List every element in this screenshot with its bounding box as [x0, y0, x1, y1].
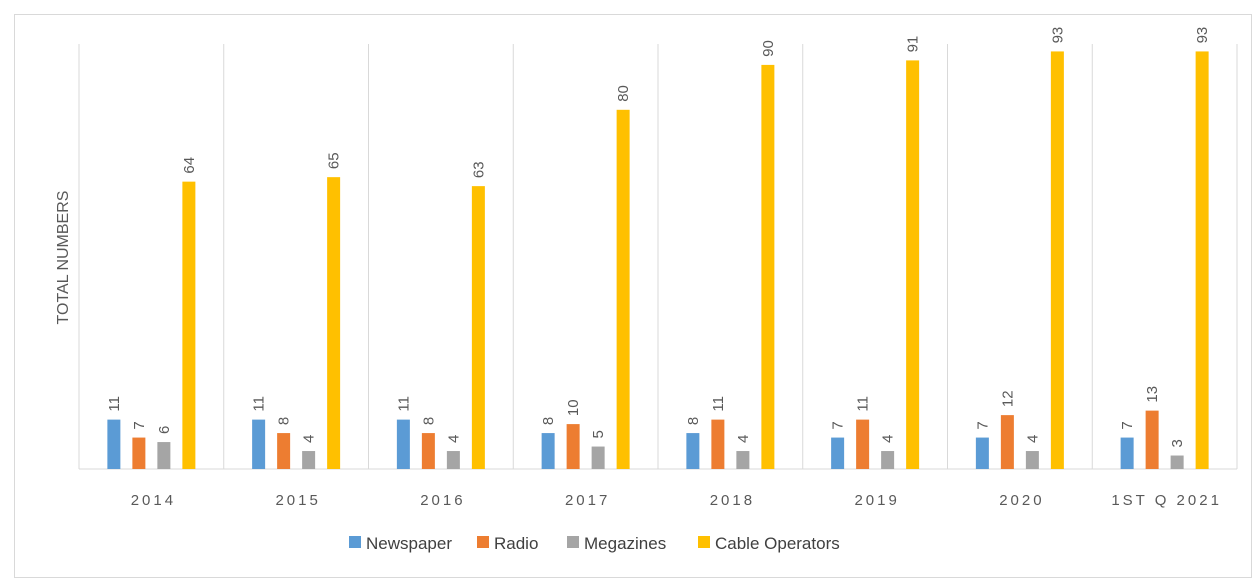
- data-label: 11: [710, 396, 727, 412]
- legend-label: Cable Operators: [715, 534, 840, 553]
- legend-label: Megazines: [584, 534, 666, 553]
- x-tick-label: 2015: [275, 492, 320, 509]
- data-label: 8: [420, 417, 437, 425]
- data-label: 7: [830, 421, 847, 429]
- bar-radio: [1145, 410, 1159, 469]
- bar-newspaper: [396, 419, 410, 469]
- x-tick-label: 2018: [710, 492, 755, 509]
- bar-cable-operators: [616, 109, 630, 470]
- data-label: 8: [685, 417, 702, 425]
- legend-swatch: [349, 536, 361, 548]
- data-label: 7: [131, 421, 148, 429]
- bar-radio: [277, 433, 291, 469]
- data-label: 10: [565, 399, 582, 416]
- bars: [107, 51, 1209, 470]
- bar-megazines: [446, 451, 460, 469]
- bar-radio: [421, 433, 435, 469]
- data-label: 4: [445, 435, 462, 443]
- bar-cable-operators: [906, 60, 920, 469]
- bar-cable-operators: [182, 181, 196, 469]
- data-label: 63: [470, 161, 487, 178]
- x-tick-label: 2017: [565, 492, 610, 509]
- bar-newspaper: [975, 437, 989, 469]
- bar-cable-operators: [1195, 51, 1209, 470]
- data-label: 91: [905, 36, 922, 53]
- bar-newspaper: [107, 419, 121, 469]
- data-label: 8: [540, 417, 557, 425]
- bar-newspaper: [252, 419, 266, 469]
- bar-radio: [711, 419, 725, 469]
- bar-newspaper: [1120, 437, 1134, 469]
- bar-radio: [1000, 415, 1014, 469]
- bar-cable-operators: [761, 64, 775, 470]
- x-tick-label: 2016: [420, 492, 465, 509]
- bar-megazines: [302, 451, 316, 469]
- x-tick-label: 2014: [131, 492, 176, 509]
- legend-label: Radio: [494, 534, 538, 553]
- data-label: 11: [395, 396, 412, 412]
- data-label: 64: [181, 157, 198, 174]
- data-label: 11: [251, 396, 268, 412]
- data-label: 90: [760, 40, 777, 57]
- legend-swatch: [477, 536, 489, 548]
- y-axis-title: TOTAL NUMBERS: [55, 191, 72, 325]
- data-label: 4: [735, 435, 752, 443]
- gridlines: [78, 44, 1238, 469]
- x-tick-label: 2019: [854, 492, 899, 509]
- bar-newspaper: [831, 437, 845, 469]
- bar-megazines: [591, 446, 605, 469]
- bar-cable-operators: [327, 177, 341, 469]
- data-label: 7: [974, 421, 991, 429]
- data-label: 6: [156, 426, 173, 434]
- data-label: 7: [1119, 421, 1136, 429]
- bar-cable-operators: [1050, 51, 1064, 470]
- legend-swatch: [567, 536, 579, 548]
- data-label: 5: [590, 430, 607, 438]
- data-label: 3: [1169, 439, 1186, 447]
- data-label: 65: [326, 152, 343, 169]
- bar-megazines: [1170, 455, 1184, 469]
- data-label: 12: [999, 390, 1016, 407]
- bar-cable-operators: [471, 186, 485, 469]
- bar-megazines: [1025, 451, 1039, 469]
- data-label: 93: [1194, 27, 1211, 44]
- bar-newspaper: [686, 433, 700, 469]
- bar-newspaper: [541, 433, 555, 469]
- legend-swatch: [698, 536, 710, 548]
- x-tick-labels: 2014 2015 2016 2017 2018 2019 2020 1ST Q 2021: [131, 492, 1222, 509]
- data-label: 8: [276, 417, 293, 425]
- data-label: 4: [301, 435, 318, 443]
- data-label: 11: [106, 396, 123, 412]
- data-labels: 1176641184651184638105808114907114917124…: [106, 27, 1211, 448]
- data-label: 93: [1049, 27, 1066, 44]
- bar-radio: [856, 419, 870, 469]
- bar-megazines: [881, 451, 895, 469]
- chart-frame: [14, 14, 1252, 578]
- legend-label: Newspaper: [366, 534, 452, 553]
- data-label: 13: [1144, 386, 1161, 403]
- x-tick-label: 2020: [999, 492, 1044, 509]
- bar-radio: [566, 424, 580, 469]
- data-label: 80: [615, 85, 632, 102]
- data-label: 11: [855, 396, 872, 412]
- data-label: 4: [1024, 435, 1041, 443]
- legend: Newspaper Radio Megazines Cable Operators: [349, 534, 840, 553]
- data-label: 4: [880, 435, 897, 443]
- bar-radio: [132, 437, 146, 469]
- x-tick-label: 1ST Q 2021: [1111, 492, 1222, 509]
- bar-megazines: [157, 442, 171, 469]
- bar-megazines: [736, 451, 750, 469]
